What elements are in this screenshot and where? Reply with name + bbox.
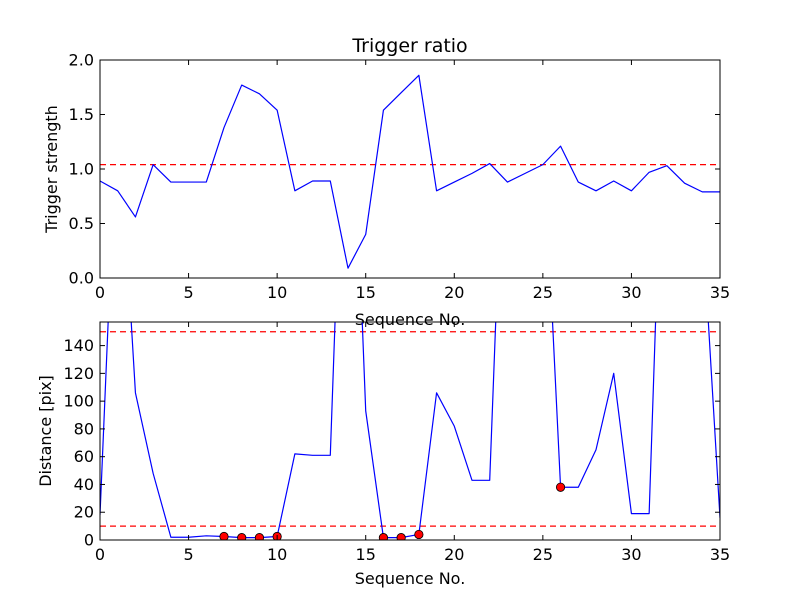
trigger-ratio-x-axis-label: Sequence No. xyxy=(355,310,466,329)
trigger-ratio-y-axis-label: Trigger strength xyxy=(42,105,61,234)
trigger-ratio-y-tick-label-0: 0.0 xyxy=(69,269,94,288)
trigger-ratio-y-tick-label-2: 1.0 xyxy=(69,160,94,179)
trigger-ratio-y-tick-label-4: 2.0 xyxy=(69,51,94,70)
trigger-ratio-axes-frame xyxy=(99,59,721,279)
distance-plot-area xyxy=(100,322,720,540)
trigger-ratio-x-tick-label-6: 30 xyxy=(621,283,641,302)
distance-y-axis-label: Distance [pix] xyxy=(36,375,55,487)
distance-y-tick-label-2: 40 xyxy=(74,475,94,494)
trigger-ratio-chart: 0 5 10 15 20 25 30 35 0.0 0.5 1.0 1.5 2.0 Trigger ra… xyxy=(42,35,730,329)
distance-y-tick-label-1: 20 xyxy=(74,503,94,522)
trigger-ratio-ticks: 0 5 10 15 20 25 30 35 0.0 0.5 1.0 1.5 2.0 xyxy=(69,51,731,303)
distance-marker-point-4 xyxy=(378,533,389,540)
distance-x-tick-label-7: 35 xyxy=(710,545,730,564)
distance-y-tick-label-7: 140 xyxy=(63,336,94,355)
distance-x-tick-label-5: 25 xyxy=(533,545,553,564)
distance-series-line-0 xyxy=(100,322,720,539)
distance-marker-point-6 xyxy=(414,529,424,540)
trigger-ratio-x-tick-label-4: 20 xyxy=(444,283,464,302)
distance-x-tick-label-1: 5 xyxy=(183,545,193,564)
distance-x-tick-label-3: 15 xyxy=(356,545,376,564)
trigger-ratio-x-tick-label-0: 0 xyxy=(95,283,105,302)
distance-marker-point-5 xyxy=(396,533,406,540)
trigger-ratio-x-tick-label-5: 25 xyxy=(533,283,553,302)
trigger-ratio-title: Trigger ratio xyxy=(351,35,467,57)
trigger-ratio-y-tick-label-1: 0.5 xyxy=(69,214,94,233)
distance-x-tick-label-2: 10 xyxy=(267,545,287,564)
distance-x-axis-label: Sequence No. xyxy=(355,569,466,588)
distance-marker-point-0 xyxy=(219,531,229,540)
distance-marker-point-7 xyxy=(555,482,566,492)
distance-y-tick-label-3: 60 xyxy=(74,447,94,466)
distance-x-tick-label-6: 30 xyxy=(621,545,641,564)
trigger-ratio-x-tick-label-1: 5 xyxy=(183,283,193,302)
distance-marker-point-1 xyxy=(237,533,247,540)
trigger-ratio-x-tick-label-7: 35 xyxy=(710,283,730,302)
distance-marker-point-2 xyxy=(254,533,265,540)
distance-y-tick-label-6: 120 xyxy=(63,364,94,383)
trigger-ratio-y-tick-label-3: 1.5 xyxy=(69,105,94,124)
distance-chart: 0 5 10 15 20 25 30 35 0 20 40 60 80 100 120 140 Sequenc… xyxy=(36,321,730,588)
trigger-ratio-plot-area xyxy=(100,74,720,269)
trigger-ratio-series-line-0 xyxy=(100,74,720,269)
distance-y-tick-label-0: 0 xyxy=(84,531,94,550)
distance-axes-frame xyxy=(99,321,721,541)
trigger-ratio-x-tick-label-2: 10 xyxy=(267,283,287,302)
trigger-ratio-x-tick-label-3: 15 xyxy=(356,283,376,302)
distance-y-tick-label-4: 80 xyxy=(74,419,94,438)
distance-y-tick-label-5: 100 xyxy=(63,392,94,411)
distance-x-tick-label-0: 0 xyxy=(95,545,105,564)
distance-ticks: 0 5 10 15 20 25 30 35 0 20 40 60 80 100 120 140 xyxy=(63,322,730,564)
distance-x-tick-label-4: 20 xyxy=(444,545,464,564)
